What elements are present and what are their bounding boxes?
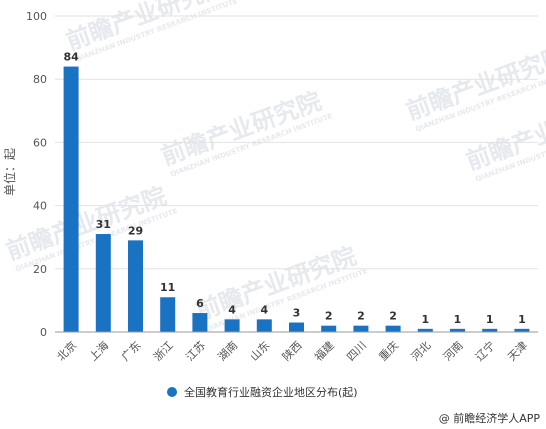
data-label: 1 bbox=[486, 313, 494, 326]
legend[interactable]: 全国教育行业融资企业地区分布(起) bbox=[167, 385, 358, 399]
x-tick-label: 福建 bbox=[311, 338, 336, 363]
x-tick-label: 北京 bbox=[54, 338, 79, 363]
bar[interactable] bbox=[63, 66, 79, 332]
legend-label: 全国教育行业融资企业地区分布(起) bbox=[184, 385, 358, 399]
watermark-text: 前瞻产业研究院 bbox=[402, 42, 546, 126]
data-label: 2 bbox=[357, 310, 365, 323]
bar[interactable] bbox=[385, 325, 401, 332]
y-tick-label: 100 bbox=[26, 10, 47, 23]
x-tick-label: 江苏 bbox=[183, 339, 208, 364]
bar[interactable] bbox=[224, 319, 240, 332]
data-label: 31 bbox=[96, 218, 111, 231]
data-label: 4 bbox=[228, 303, 236, 316]
data-label: 2 bbox=[325, 310, 333, 323]
data-label: 4 bbox=[260, 303, 268, 316]
x-tick-label: 广东 bbox=[119, 339, 144, 364]
x-tick-label: 浙江 bbox=[151, 339, 176, 364]
bar[interactable] bbox=[192, 313, 208, 332]
x-tick-label: 天津 bbox=[505, 339, 530, 364]
x-tick-label: 辽宁 bbox=[472, 338, 497, 363]
y-axis: 0 20 40 60 80 100 bbox=[26, 10, 47, 339]
y-axis-title: 单位：起 bbox=[2, 148, 17, 196]
source-credit: @ 前瞻经济学人APP bbox=[439, 411, 541, 425]
bar[interactable] bbox=[450, 328, 465, 332]
y-tick-label: 60 bbox=[33, 136, 47, 149]
data-label: 1 bbox=[454, 313, 462, 326]
x-tick-label: 山东 bbox=[248, 339, 273, 364]
bar[interactable] bbox=[482, 328, 498, 332]
data-label: 6 bbox=[196, 297, 204, 310]
data-label: 3 bbox=[293, 307, 301, 320]
data-label: 1 bbox=[518, 313, 526, 326]
x-tick-label: 四川 bbox=[344, 339, 369, 364]
data-label: 11 bbox=[160, 281, 175, 294]
x-tick-label: 河北 bbox=[409, 339, 434, 364]
bar[interactable] bbox=[417, 328, 433, 332]
bar[interactable] bbox=[128, 240, 143, 332]
bar[interactable] bbox=[289, 322, 304, 332]
bar[interactable] bbox=[353, 325, 369, 332]
bar[interactable] bbox=[256, 319, 272, 332]
x-tick-label: 湖南 bbox=[215, 339, 240, 364]
data-label: 29 bbox=[128, 224, 143, 237]
x-tick-label: 陕西 bbox=[279, 338, 304, 363]
bar[interactable] bbox=[160, 297, 176, 332]
bar[interactable] bbox=[95, 234, 111, 332]
x-tick-label: 重庆 bbox=[376, 338, 401, 363]
x-axis: 北京 上海 广东 浙江 江苏 湖南 山东 陕西 福建 四川 重庆 河北 河南 辽宁 天津 bbox=[54, 331, 538, 364]
y-tick-label: 20 bbox=[33, 263, 47, 276]
data-label: 1 bbox=[421, 313, 429, 326]
bar[interactable] bbox=[514, 328, 530, 332]
y-tick-label: 40 bbox=[33, 200, 47, 213]
x-tick-label: 河南 bbox=[441, 339, 466, 364]
y-tick-label: 80 bbox=[33, 73, 47, 86]
y-tick-label: 0 bbox=[40, 326, 47, 339]
bars bbox=[63, 66, 530, 332]
legend-marker-icon bbox=[167, 387, 177, 397]
data-label: 2 bbox=[389, 310, 397, 323]
bar[interactable] bbox=[321, 325, 337, 332]
x-tick-label: 上海 bbox=[86, 338, 111, 363]
data-label: 84 bbox=[63, 51, 79, 64]
